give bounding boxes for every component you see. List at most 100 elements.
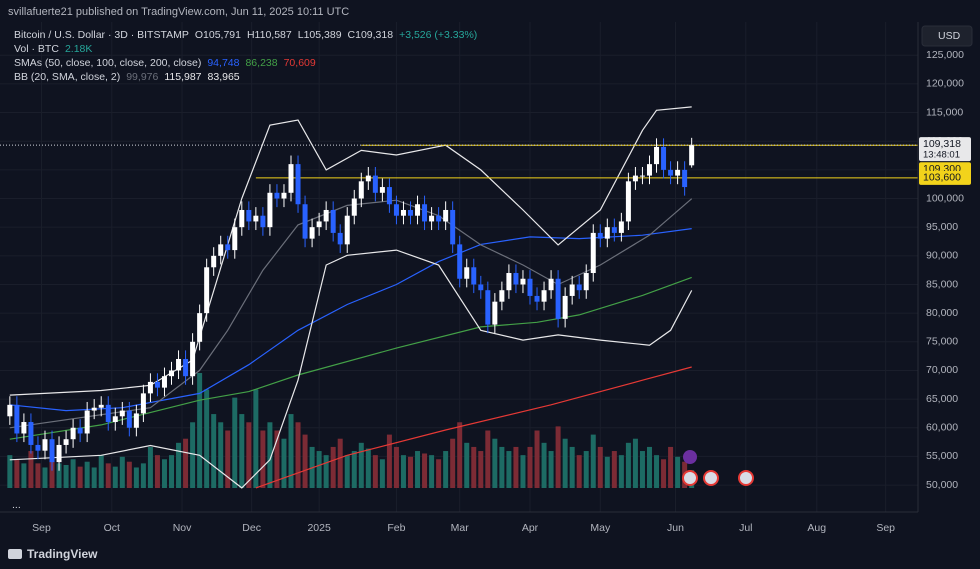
volume-bar xyxy=(239,414,245,488)
candle-body xyxy=(239,209,245,228)
volume-bar xyxy=(330,446,336,488)
candle-body xyxy=(169,370,175,377)
ohlc-label: C109,318 xyxy=(348,29,394,41)
legend-value: 86,238 xyxy=(245,57,277,69)
volume-bar xyxy=(429,455,435,488)
candle-body xyxy=(98,404,104,408)
candle-body xyxy=(358,181,364,199)
volume-bar xyxy=(506,451,512,488)
currency-button[interactable] xyxy=(921,25,973,47)
legend-value: 83,965 xyxy=(208,71,240,83)
volume-bar xyxy=(527,446,533,488)
event-icon[interactable] xyxy=(738,470,754,486)
candle-body xyxy=(527,278,533,296)
y-tick-label: 60,000 xyxy=(926,422,958,434)
candle-body xyxy=(534,295,540,302)
candle-body xyxy=(471,267,477,285)
candle-body xyxy=(344,215,350,245)
candle-body xyxy=(365,175,371,182)
x-tick-label: May xyxy=(590,522,611,534)
volume-bar xyxy=(555,426,561,488)
candle-body xyxy=(668,169,674,176)
volume-bar xyxy=(176,442,182,488)
y-tick-label: 50,000 xyxy=(926,479,958,491)
volume-bar xyxy=(351,451,357,488)
volume-bar xyxy=(225,430,231,488)
legend-value: 94,748 xyxy=(207,57,239,69)
volume-bar xyxy=(42,467,48,488)
candle-body xyxy=(499,290,505,302)
volume-bar xyxy=(646,446,652,488)
countdown-label: 13:48:01 xyxy=(923,150,960,161)
candle-body xyxy=(7,404,13,417)
x-tick-label: Oct xyxy=(104,522,120,534)
volume-bar xyxy=(232,397,238,488)
candle-body xyxy=(119,410,125,417)
volume-bar xyxy=(654,455,660,488)
volume-bar xyxy=(415,451,421,488)
volume-bar xyxy=(590,434,596,488)
event-icon[interactable] xyxy=(703,470,719,486)
candle-body xyxy=(464,267,470,279)
volume-bar xyxy=(84,461,90,488)
volume-bar xyxy=(485,430,491,488)
volume-bar xyxy=(98,455,104,488)
volume-bar xyxy=(499,446,505,488)
candle-body xyxy=(436,215,442,222)
ohlc-label: +3,526 (+3.33%) xyxy=(399,29,477,41)
volume-bar xyxy=(14,459,20,488)
candle-body xyxy=(337,232,343,245)
candle-body xyxy=(583,273,589,291)
volume-bar xyxy=(21,463,27,488)
volume-bar xyxy=(450,438,456,488)
symbol-title: Bitcoin / U.S. Dollar · 3D · BITSTAMP xyxy=(14,29,189,41)
candle-body xyxy=(309,227,315,239)
candle-body xyxy=(288,164,294,193)
candle-body xyxy=(632,175,638,182)
candle-body xyxy=(450,209,456,245)
volume-bar xyxy=(133,467,139,488)
menu[interactable]: ... xyxy=(12,499,21,511)
candle-body xyxy=(443,209,449,222)
x-tick-label: Mar xyxy=(451,522,470,534)
legend-value: 115,987 xyxy=(164,71,201,83)
candle-body xyxy=(654,146,660,165)
currency[interactable]: USD xyxy=(938,30,961,42)
last-price-label: 109,318 xyxy=(923,138,961,150)
candle-body xyxy=(267,192,273,228)
candle-body xyxy=(555,278,561,319)
candle-body xyxy=(604,227,610,239)
event-icon[interactable] xyxy=(682,470,698,486)
brand-logo: TradingView xyxy=(8,547,98,561)
volume-bar xyxy=(161,459,167,488)
y-tick-label: 80,000 xyxy=(926,307,958,319)
candle-body xyxy=(492,301,498,325)
candle-body xyxy=(562,295,568,319)
indicator-line xyxy=(255,366,692,489)
candle-body xyxy=(379,187,385,193)
candle-body xyxy=(91,407,97,411)
volume-bar xyxy=(147,446,153,488)
indicator-line xyxy=(9,276,692,440)
volume-bar xyxy=(77,466,83,488)
candle-body xyxy=(682,169,688,188)
legend-value: 2.18K xyxy=(65,43,92,55)
x-tick-label: Jul xyxy=(739,522,752,534)
candle-body xyxy=(429,215,435,222)
volume-bar xyxy=(668,446,674,488)
volume-bar xyxy=(625,442,631,488)
event-icon[interactable] xyxy=(683,450,697,464)
volume-bar xyxy=(400,455,406,488)
volume-bar xyxy=(56,463,62,488)
candle-body xyxy=(246,209,252,222)
candle-body xyxy=(625,181,631,222)
candle-body xyxy=(14,404,20,434)
indicator-line xyxy=(9,249,693,489)
candle-body xyxy=(84,410,90,434)
candle-body xyxy=(457,244,463,279)
volume-bar xyxy=(169,455,175,488)
volume-bar xyxy=(436,459,442,488)
volume-bar xyxy=(302,434,308,488)
